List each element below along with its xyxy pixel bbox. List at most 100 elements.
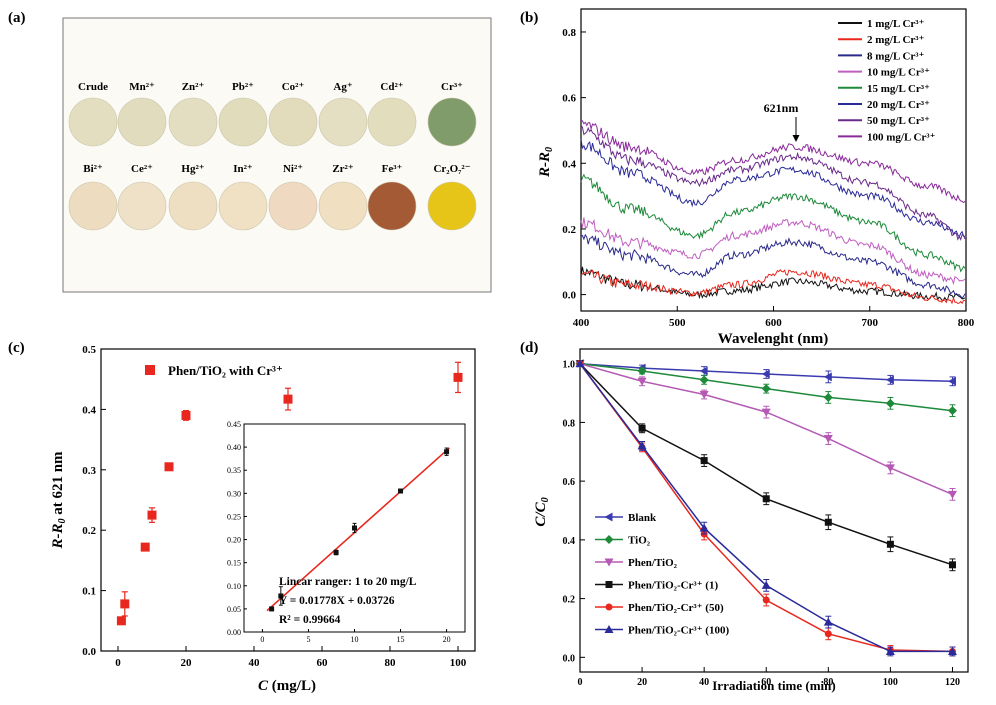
- panel-d: (d) 0 20 40 60 80 100 120 0.00.20.40.60.81.0 B…: [520, 340, 968, 693]
- sample-disc: [428, 98, 476, 146]
- sample-disc: [368, 98, 416, 146]
- legend-label: 8 mg/L Cr³⁺: [867, 50, 925, 62]
- sample-label: Mn²⁺: [129, 81, 155, 93]
- sample-disc: [428, 182, 476, 230]
- sample-label: Hg²⁺: [181, 163, 204, 175]
- y-ticks-c: 0.00.10.20.30.40.5: [82, 344, 106, 658]
- x-tick-label: 80: [385, 657, 397, 669]
- panel-c-label: (c): [8, 340, 25, 356]
- inset-y-tick-label: 0.40: [227, 443, 241, 452]
- legend-label: 2 mg/L Cr³⁺: [867, 34, 925, 46]
- sample-label: Ce²⁺: [131, 163, 153, 175]
- marker-square: [606, 581, 613, 588]
- x-tick-label: 20: [181, 657, 193, 669]
- legend-label: 100 mg/L Cr³⁺: [867, 131, 936, 143]
- sample-label: Crude: [78, 81, 108, 93]
- inset-annotation-equation: Y = 0.01778X + 0.03726: [279, 595, 395, 607]
- sample-disc: [319, 182, 367, 230]
- x-tick-label: 0: [578, 677, 583, 688]
- peak-arrowhead: [793, 135, 800, 142]
- inset-data-point: [352, 526, 357, 531]
- panel-b: (b) 400 500 600 700 800 0.0 0.2 0.4 0.6 0.8 1 mg…: [520, 9, 975, 347]
- y-tick-label: 0.0: [563, 653, 576, 664]
- inset-y-tick-label: 0.25: [227, 512, 241, 521]
- data-point: [148, 511, 157, 520]
- x-tick-label: 100: [883, 677, 898, 688]
- marker-square: [887, 541, 894, 548]
- marker-square: [825, 519, 832, 526]
- legend-d: BlankTiO₂Phen/TiO₂Phen/TiO₂-Cr³⁺ (1)Phen…: [595, 512, 729, 637]
- legend-b: 1 mg/L Cr³⁺ 2 mg/L Cr³⁺ 8 mg/L Cr³⁺ 10 mg/L…: [838, 18, 936, 143]
- inset-annotation-range: Lincar ranger: 1 to 20 mg/L: [279, 576, 417, 588]
- y-ticks-d: 0.0 0.2 0.4 0.6 0.8 1.0: [563, 360, 586, 665]
- x-axis-label-d: Irradiation time (min): [712, 678, 835, 693]
- y-tick-label: 0.2: [562, 224, 576, 236]
- y-axis-label-d: C/C0: [533, 497, 551, 526]
- marker-tri-down: [886, 464, 895, 472]
- inset-y-tick-label: 0.10: [227, 582, 241, 591]
- marker-diamond: [824, 393, 833, 402]
- legend-label: 15 mg/L Cr³⁺: [867, 83, 930, 95]
- legend-label: TiO₂: [628, 535, 651, 547]
- inset-x-tick-label: 10: [351, 635, 359, 644]
- y-tick-label: 0.0: [82, 646, 96, 658]
- y-tick-label: 0.2: [82, 525, 96, 537]
- y-tick-label: 0.8: [562, 27, 576, 39]
- marker-diamond: [762, 384, 771, 393]
- sample-disc: [319, 98, 367, 146]
- inset-y-tick-label: 0.45: [227, 420, 241, 429]
- sample-disc: [219, 182, 267, 230]
- x-axis-label-c: C (mg/L): [258, 678, 316, 694]
- y-tick-label: 0.4: [82, 404, 96, 416]
- legend-label-c: Phen/TiO₂ with Cr³⁺: [168, 363, 283, 378]
- sample-disc: [69, 182, 117, 230]
- marker-diamond: [605, 535, 614, 544]
- legend-label: 20 mg/L Cr³⁺: [867, 99, 930, 111]
- photo-frame: [63, 18, 491, 292]
- x-tick-label: 120: [945, 677, 960, 688]
- sample-disc: [219, 98, 267, 146]
- sample-label: Ni²⁺: [283, 163, 303, 175]
- inset-y-tick-label: 0.15: [227, 559, 241, 568]
- inset-x-tick-label: 0: [260, 635, 264, 644]
- y-tick-label: 0.0: [562, 290, 576, 302]
- inset-x-tick-label: 20: [443, 635, 451, 644]
- marker-circle: [825, 630, 832, 637]
- sample-label: Zn²⁺: [182, 81, 205, 93]
- x-ticks-b: 400 500 600 700 800: [573, 306, 975, 329]
- sample-disc: [269, 98, 317, 146]
- legend-label: 10 mg/L Cr³⁺: [867, 67, 930, 79]
- inset-y-tick-label: 0.00: [227, 628, 241, 637]
- panel-a: (a) Crude Mn²⁺ Zn²⁺ Pb²⁺ Co²⁺ Ag⁺ Cd²⁺ Cr³⁺ Bi²…: [8, 10, 491, 292]
- inset-data-point: [334, 550, 339, 555]
- y-ticks-b: 0.0 0.2 0.4 0.6 0.8: [562, 27, 586, 302]
- marker-circle: [606, 604, 613, 611]
- y-tick-label: 0.4: [562, 158, 576, 170]
- x-tick-label: 500: [669, 317, 686, 329]
- sample-label: Cr³⁺: [441, 81, 463, 93]
- legend-label: 1 mg/L Cr³⁺: [867, 18, 925, 30]
- peak-annotation: 621nm: [764, 101, 799, 115]
- y-tick-label: 0.8: [563, 418, 576, 429]
- marker-square: [701, 457, 708, 464]
- inset-y-tick-label: 0.35: [227, 466, 241, 475]
- y-tick-label: 0.6: [562, 93, 576, 105]
- y-axis-label-c: R-R0 at 621 nm: [50, 451, 68, 550]
- data-point: [454, 373, 463, 382]
- x-tick-label: 40: [249, 657, 261, 669]
- data-point: [165, 462, 174, 471]
- y-axis-label-b: R-R0: [537, 147, 555, 178]
- sample-label: Pb²⁺: [232, 81, 254, 93]
- sample-disc: [368, 182, 416, 230]
- legend-marker-c: [145, 365, 155, 375]
- y-tick-label: 1.0: [563, 360, 576, 371]
- x-ticks-c: 0 20 40 60 80 100: [115, 646, 467, 669]
- spectra-lines: [581, 120, 965, 303]
- y-tick-label: 0.4: [563, 536, 576, 547]
- marker-circle: [763, 597, 770, 604]
- x-tick-label: 20: [637, 677, 647, 688]
- x-tick-label: 800: [958, 317, 975, 329]
- sample-label: Co²⁺: [282, 81, 305, 93]
- sample-label: Zr²⁺: [332, 163, 354, 175]
- data-point: [141, 543, 150, 552]
